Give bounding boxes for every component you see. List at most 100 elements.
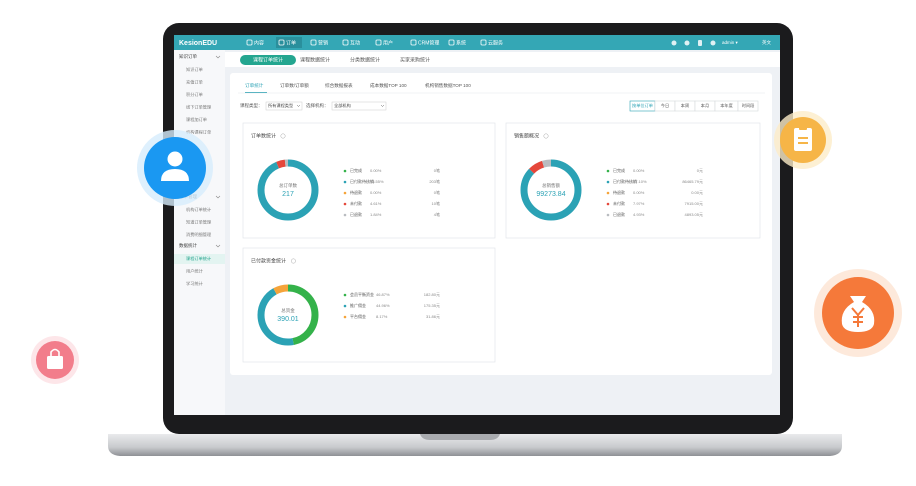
sidebar-item[interactable]: 课程订单统计 bbox=[186, 255, 211, 262]
sidebar-item[interactable]: 积分订单 bbox=[186, 91, 203, 98]
legend-amount: 0笔 bbox=[434, 167, 440, 173]
sidebar-item[interactable]: 消费明细管理 bbox=[186, 231, 212, 238]
card bbox=[505, 122, 761, 239]
legend-name: 已完成 bbox=[350, 167, 362, 173]
legend-amount: 31.86元 bbox=[426, 314, 440, 319]
legend-dot bbox=[606, 180, 610, 184]
nav-item[interactable]: 云服务 bbox=[488, 39, 503, 46]
legend-amount: 4893.05元 bbox=[685, 212, 703, 217]
legend-name: 已退款 bbox=[350, 211, 362, 217]
sidebar-group[interactable]: 知识订单 bbox=[179, 53, 197, 60]
sidebar-item[interactable]: 机构订单统计 bbox=[186, 206, 211, 213]
sidebar-item[interactable]: 知道订单管理 bbox=[186, 219, 212, 226]
subtab[interactable]: 综合数据报表 bbox=[325, 82, 353, 89]
nav-item[interactable]: 系统 bbox=[456, 39, 466, 46]
sidebar-item[interactable]: 知识订单 bbox=[186, 66, 203, 73]
legend-name: 推广佣金 bbox=[350, 302, 366, 308]
nav-item[interactable]: 内容 bbox=[254, 39, 264, 46]
caret bbox=[215, 55, 221, 59]
select[interactable] bbox=[265, 101, 303, 111]
caret bbox=[215, 195, 221, 199]
legend-name: 待退款 bbox=[350, 189, 362, 195]
subtab[interactable]: 订单统计 bbox=[245, 82, 264, 89]
range-label: 本周 bbox=[681, 102, 689, 109]
nav-icons bbox=[671, 40, 716, 46]
legend-percent: 4.93% bbox=[633, 212, 645, 217]
legend-amount: 175.35元 bbox=[424, 303, 440, 308]
center-label: 总订单数 bbox=[279, 182, 297, 189]
tab-bar bbox=[225, 52, 780, 67]
range-label: 本月 bbox=[701, 102, 709, 109]
language[interactable]: 英文 bbox=[762, 39, 771, 46]
sidebar-item[interactable]: 学习统计 bbox=[186, 280, 203, 287]
sidebar-item[interactable]: 线下订单管理 bbox=[186, 104, 212, 111]
legend-amount: 7915.00元 bbox=[685, 201, 703, 206]
select[interactable] bbox=[331, 101, 387, 111]
sidebar-item[interactable]: 用户统计 bbox=[186, 268, 203, 275]
legend-percent: 0.00% bbox=[370, 168, 382, 173]
nav-active bbox=[276, 37, 302, 48]
brand: KesionEDU bbox=[179, 40, 217, 47]
user-name[interactable]: admin ▾ bbox=[722, 40, 739, 45]
clipboard-icon bbox=[774, 111, 832, 169]
top-nav bbox=[174, 35, 780, 50]
sidebar-item[interactable]: 机构课程订单 bbox=[186, 129, 211, 136]
nav-icon bbox=[342, 39, 349, 46]
laptop-notch bbox=[420, 434, 500, 440]
subtab[interactable]: 机构销售数据TOP 100 bbox=[425, 82, 471, 89]
tab[interactable]: 课程订单统计 bbox=[253, 56, 283, 63]
legend-name: 待退款 bbox=[613, 189, 625, 195]
donut-segment bbox=[257, 159, 319, 221]
tab[interactable]: 分类数据统计 bbox=[350, 56, 380, 63]
legend-dot bbox=[606, 169, 610, 173]
legend-amount: 10笔 bbox=[432, 200, 440, 206]
card-title: 已付款资金统计 bbox=[251, 257, 286, 264]
help-icon bbox=[290, 258, 296, 264]
legend-percent: 8.17% bbox=[376, 314, 388, 319]
legend-amount: 0笔 bbox=[434, 189, 440, 195]
subtab[interactable]: 成本数据TOP 100 bbox=[370, 82, 407, 89]
tab[interactable]: 买家采购统计 bbox=[400, 56, 430, 63]
laptop-base bbox=[108, 434, 842, 456]
legend-percent: 44.96% bbox=[376, 303, 390, 308]
select-value: 全部机构 bbox=[334, 102, 351, 109]
legend-name: 未付款 bbox=[613, 200, 625, 206]
legend-dot bbox=[343, 213, 347, 217]
tab[interactable]: 课程数据统计 bbox=[300, 56, 330, 63]
range-button[interactable] bbox=[737, 100, 759, 112]
donut-segment bbox=[257, 284, 319, 346]
range-label: 本年度 bbox=[720, 102, 733, 109]
legend-amount: 86465.79元 bbox=[682, 179, 703, 184]
center-label: 总销售额 bbox=[542, 182, 560, 189]
tab-active bbox=[240, 55, 296, 65]
sidebar-group[interactable]: 数据统计 bbox=[179, 242, 197, 249]
sidebar bbox=[174, 50, 225, 415]
nav-item[interactable]: 用户 bbox=[383, 39, 393, 46]
nav-icon bbox=[410, 39, 417, 46]
range-label: 按单位订单 bbox=[632, 102, 653, 109]
select-value: 所有课程类型 bbox=[268, 102, 293, 109]
nav-item[interactable]: 互动 bbox=[350, 39, 360, 46]
nav-icon bbox=[278, 39, 285, 46]
card bbox=[242, 247, 496, 363]
legend-name: 已付款待核销 bbox=[613, 178, 637, 184]
legend-dot bbox=[343, 315, 347, 319]
legend-percent: 0.00% bbox=[370, 190, 382, 195]
nav-icon bbox=[246, 39, 253, 46]
filter-label: 选择机构： bbox=[306, 102, 329, 109]
sidebar-item[interactable]: 充值订单 bbox=[186, 79, 203, 86]
ui: KesionEDU 内容 订单 营销 互动 用户 CRM管理 系统 云服务 admin ▾ 英文知识… bbox=[174, 37, 771, 363]
nav-icon bbox=[375, 39, 382, 46]
filter-label: 课程类型： bbox=[240, 102, 263, 109]
nav-item[interactable]: 订单 bbox=[286, 39, 296, 46]
nav-item[interactable]: CRM管理 bbox=[418, 39, 439, 46]
legend-amount: 0.00元 bbox=[691, 190, 703, 195]
subtab[interactable]: 订单数/订单额 bbox=[280, 82, 309, 89]
sidebar-item[interactable]: 课程加订单 bbox=[186, 116, 207, 123]
center-value: 390.01 bbox=[277, 316, 299, 323]
nav-item[interactable]: 营销 bbox=[318, 39, 328, 46]
legend-percent: 46.87% bbox=[376, 292, 390, 297]
center-value: 217 bbox=[282, 191, 294, 198]
